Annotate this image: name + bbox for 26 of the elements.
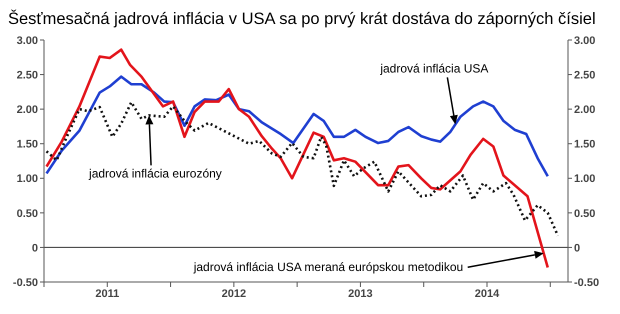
- y-tick-label: 2.50: [16, 69, 38, 82]
- y-tick-label: -0.50: [12, 276, 38, 289]
- y-tick-label: 3.00: [16, 34, 38, 47]
- y2-tick-label: 1.00: [574, 173, 596, 186]
- chart-title: Šesťmesačná jadrová inflácia v USA sa po prvý krát dostáva do záporných čísiel: [8, 8, 597, 30]
- y-tick-label: 0.50: [16, 208, 38, 220]
- line-series: [45, 75, 550, 178]
- x-tick-label: 2012: [222, 288, 246, 300]
- y2-tick-label: 0: [574, 242, 580, 254]
- y2-tick-label: 2.50: [574, 69, 596, 82]
- y2-tick-label: 0.50: [574, 208, 596, 220]
- y2-tick-label: 3.00: [574, 34, 596, 47]
- x-tick-label: 2014: [474, 288, 500, 300]
- y2-tick-label: -0.50: [574, 276, 600, 289]
- y2-tick-label: 1.50: [574, 138, 596, 151]
- y2-tick-label: 2.00: [574, 104, 596, 116]
- y-tick-label: 2.00: [16, 104, 38, 116]
- y-tick-label: 0: [32, 242, 38, 254]
- x-tick-label: 2011: [95, 288, 120, 300]
- annotation: jadrová inflácia USA meraná európskou metodikou: [192, 260, 464, 274]
- line-series: [45, 100, 560, 237]
- annotation: jadrová inflácia USA: [379, 61, 488, 76]
- annotation: jadrová inflácia eurozóny: [88, 166, 222, 180]
- x-tick-label: 2013: [348, 288, 373, 300]
- y-tick-label: 1.00: [16, 173, 38, 186]
- y-tick-label: 1.50: [16, 138, 38, 151]
